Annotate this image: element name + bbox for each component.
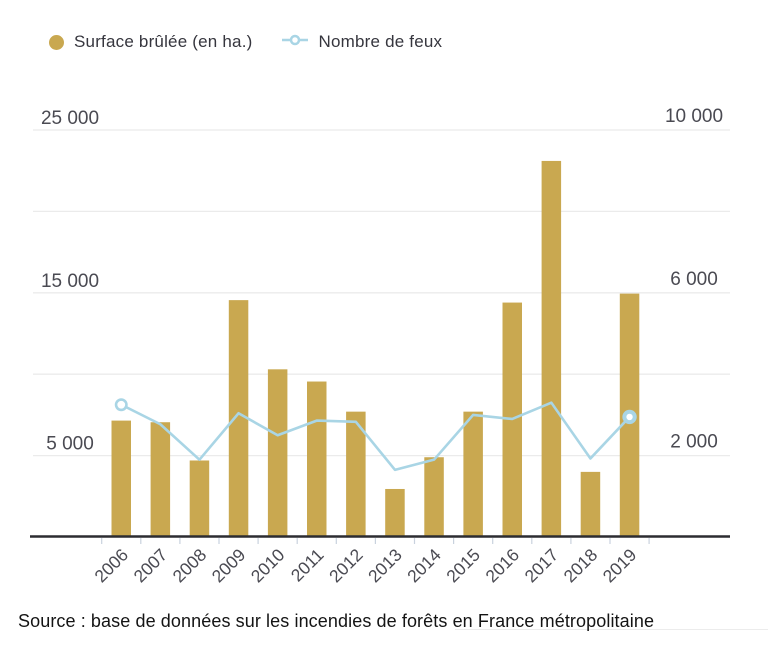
- line-series-swatch-icon: [282, 33, 309, 52]
- x-label-2017: 2017: [521, 545, 563, 587]
- x-label-2011: 2011: [287, 545, 328, 586]
- bar-2010[interactable]: [267, 369, 288, 537]
- bar-2012[interactable]: [346, 411, 366, 537]
- bar-2013[interactable]: [385, 488, 405, 537]
- x-label-2007: 2007: [130, 545, 172, 587]
- bar-2009[interactable]: [228, 300, 249, 537]
- source-note: Source : base de données sur les incendi…: [18, 611, 655, 631]
- right-axis-label-6000: 6 000: [670, 269, 718, 290]
- bar-2008[interactable]: [189, 460, 210, 537]
- bar-2015[interactable]: [463, 411, 483, 537]
- chart-legend: Surface brûlée (en ha.) Nombre de feux: [49, 32, 442, 52]
- legend-item-surface-brulee[interactable]: Surface brûlée (en ha.): [49, 32, 252, 52]
- x-label-2016: 2016: [481, 545, 523, 587]
- x-label-2013: 2013: [364, 545, 406, 587]
- legend-label-nombre-feux: Nombre de feux: [318, 32, 443, 51]
- line-marker-2019[interactable]: [622, 409, 637, 425]
- right-axis-label-10000: 10 000: [665, 106, 723, 127]
- bar-2007[interactable]: [150, 422, 171, 537]
- x-label-2014: 2014: [403, 545, 445, 587]
- left-axis-label-5000: 5 000: [46, 434, 94, 455]
- legend-label-surface-brulee: Surface brûlée (en ha.): [74, 32, 253, 51]
- divider-line: [455, 629, 768, 630]
- legend-item-nombre-feux[interactable]: Nombre de feux: [282, 32, 442, 52]
- bar-2014[interactable]: [424, 457, 444, 537]
- line-marker-2006[interactable]: [114, 398, 128, 412]
- x-label-2008: 2008: [169, 545, 211, 587]
- left-axis-label-25000: 25 000: [41, 108, 99, 129]
- bar-series-swatch-icon: [49, 34, 64, 50]
- x-label-2012: 2012: [325, 545, 367, 587]
- x-label-2010: 2010: [247, 545, 289, 587]
- chart-area: 25 000 15 000 5 000 2 000 6 000 10 000 2006 200…: [30, 106, 730, 587]
- x-label-2006: 2006: [90, 545, 132, 587]
- right-axis-label-2000: 2 000: [670, 432, 718, 453]
- bar-2017[interactable]: [541, 160, 562, 537]
- x-label-2019: 2019: [599, 545, 641, 587]
- line-nombre-de-feux: [120, 401, 631, 472]
- x-label-2009: 2009: [208, 545, 250, 587]
- bar-2006[interactable]: [111, 420, 132, 537]
- x-label-2018: 2018: [560, 545, 602, 587]
- bar-2011[interactable]: [307, 381, 327, 537]
- left-axis-label-15000: 15 000: [41, 271, 99, 292]
- bar-2018[interactable]: [580, 471, 601, 537]
- x-label-2015: 2015: [442, 545, 484, 587]
